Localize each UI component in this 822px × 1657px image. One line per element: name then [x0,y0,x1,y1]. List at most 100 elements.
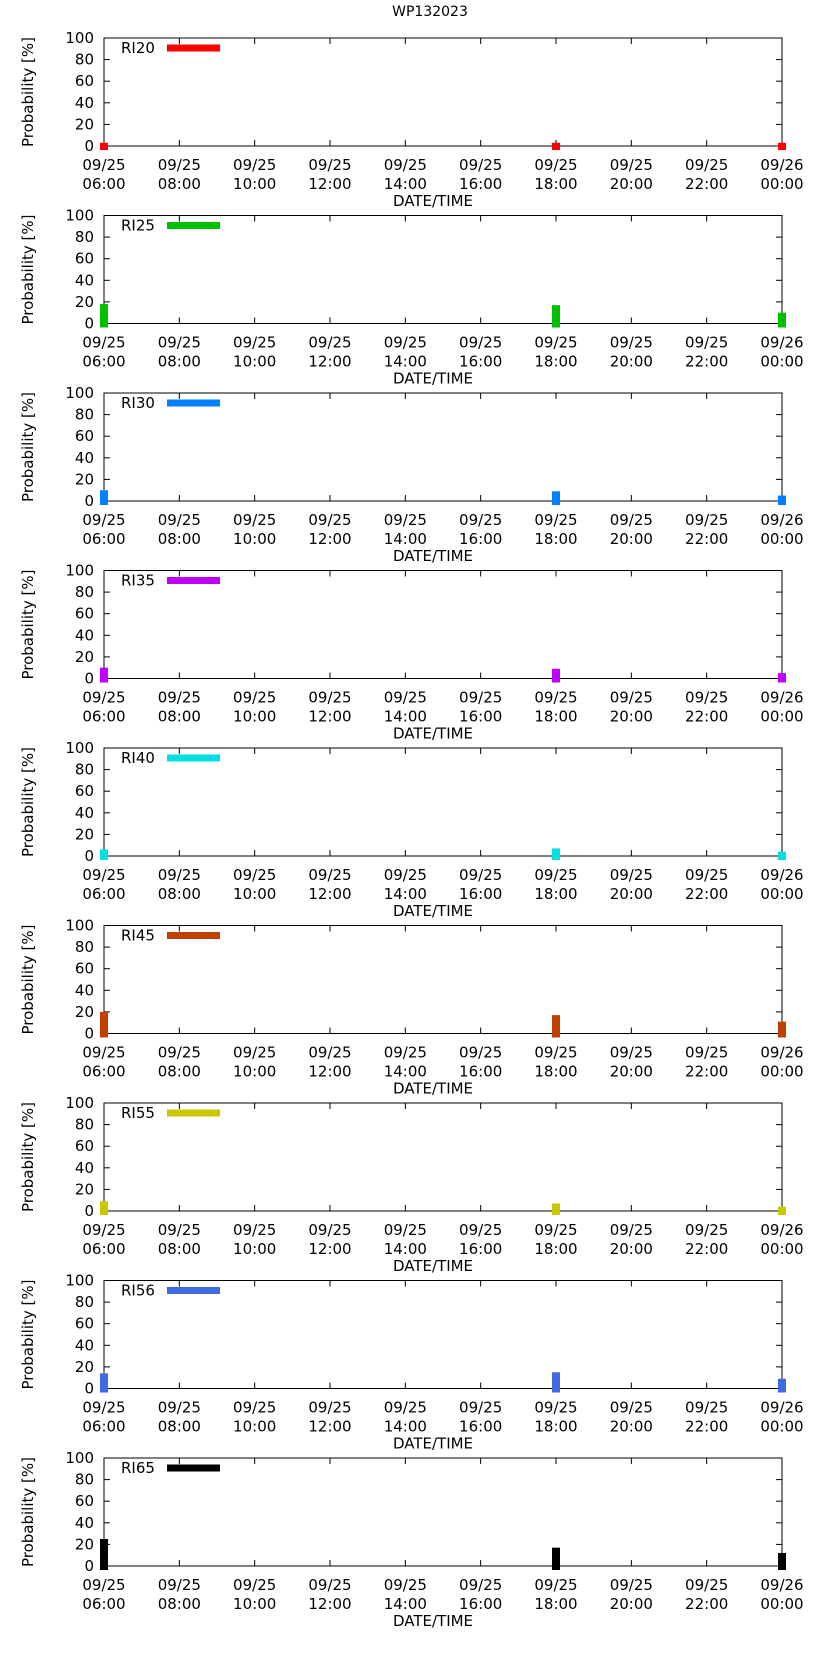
bar-ri35-1 [552,668,560,683]
x-axis-title: DATE/TIME [393,547,473,565]
y-tick-label: 20 [75,470,94,488]
x-tick-label-time: 18:00 [534,1418,577,1436]
x-tick-label-date: 09/25 [308,1399,351,1417]
x-axis-title: DATE/TIME [393,370,473,388]
x-tick-label-time: 10:00 [233,885,276,903]
x-tick-label-time: 12:00 [308,530,351,548]
bar-ri25-2 [778,312,786,328]
y-tick-label: 60 [75,605,94,623]
bar-ri56-2 [778,1378,786,1393]
x-tick-label-time: 18:00 [534,353,577,371]
x-tick-label-date: 09/25 [685,1576,728,1594]
x-tick-label-time: 12:00 [308,1418,351,1436]
x-tick-label-date: 09/25 [384,1044,427,1062]
x-tick-label-time: 10:00 [233,1595,276,1613]
x-tick-label-date: 09/25 [158,689,201,707]
x-tick-label-date: 09/25 [685,156,728,174]
y-tick-label: 0 [84,1202,94,1220]
x-tick-label-date: 09/25 [459,511,502,529]
x-tick-label-time: 12:00 [308,1063,351,1081]
bar-ri45-1 [552,1015,560,1038]
bar-ri30-1 [552,491,560,505]
x-tick-label-date: 09/25 [233,1399,276,1417]
y-tick-label: 80 [75,51,94,69]
x-tick-label-date: 09/25 [685,334,728,352]
x-tick-label-date: 09/25 [158,511,201,529]
y-axis-title: Probability [%] [19,214,37,324]
x-tick-label-date: 09/25 [384,689,427,707]
x-tick-label-date: 09/25 [158,1044,201,1062]
x-tick-label-date: 09/25 [459,1044,502,1062]
x-tick-label-time: 06:00 [82,885,125,903]
x-tick-label-time: 00:00 [760,175,803,193]
y-tick-label: 0 [84,315,94,333]
x-tick-label-date: 09/25 [233,689,276,707]
x-tick-label-date: 09/26 [760,1576,803,1594]
x-tick-label-date: 09/25 [685,1044,728,1062]
x-tick-label-time: 20:00 [610,1418,653,1436]
x-tick-label-date: 09/25 [82,689,125,707]
x-tick-label-time: 10:00 [233,175,276,193]
x-tick-label-date: 09/25 [233,866,276,884]
x-tick-label-date: 09/25 [82,1221,125,1239]
y-tick-label: 20 [75,648,94,666]
plot-frame [103,392,783,502]
y-tick-label: 80 [75,1471,94,1489]
x-tick-label-date: 09/25 [610,1399,653,1417]
x-tick-label-time: 00:00 [760,885,803,903]
panel-ri20: 02040608010009/2506:0009/2508:0009/2510:… [19,29,804,210]
bar-ri20-2 [778,142,786,150]
panel-ri40: 02040608010009/2506:0009/2508:0009/2510:… [19,739,804,920]
x-tick-label-date: 09/25 [534,866,577,884]
x-tick-label-time: 20:00 [610,708,653,726]
x-tick-label-time: 12:00 [308,1595,351,1613]
y-tick-label: 100 [65,207,94,225]
x-axis-title: DATE/TIME [393,1257,473,1275]
x-tick-label-time: 16:00 [459,353,502,371]
x-tick-label-date: 09/26 [760,1044,803,1062]
x-tick-label-time: 22:00 [685,530,728,548]
y-tick-label: 100 [65,917,94,935]
y-tick-label: 40 [75,94,94,112]
y-tick-label: 0 [84,1025,94,1043]
bar-ri40-0 [100,849,108,860]
x-tick-label-time: 00:00 [760,708,803,726]
x-tick-label-date: 09/25 [384,1399,427,1417]
x-tick-label-date: 09/25 [158,1399,201,1417]
y-axis-title: Probability [%] [19,569,37,679]
x-tick-label-date: 09/25 [459,1399,502,1417]
x-tick-label-date: 09/25 [384,511,427,529]
y-axis-title: Probability [%] [19,924,37,1034]
x-tick-label-time: 10:00 [233,708,276,726]
x-tick-label-time: 10:00 [233,1418,276,1436]
x-tick-label-time: 06:00 [82,353,125,371]
x-tick-label-date: 09/25 [610,156,653,174]
bar-ri45-0 [100,1011,108,1038]
x-tick-label-date: 09/25 [685,1399,728,1417]
x-tick-label-date: 09/25 [158,1576,201,1594]
x-tick-label-time: 22:00 [685,1063,728,1081]
x-tick-label-time: 18:00 [534,530,577,548]
x-tick-label-time: 06:00 [82,708,125,726]
x-tick-label-date: 09/25 [384,1221,427,1239]
x-tick-label-time: 18:00 [534,708,577,726]
x-tick-label-time: 08:00 [158,1595,201,1613]
x-tick-label-time: 16:00 [459,1240,502,1258]
x-tick-label-date: 09/25 [534,334,577,352]
plot-frame [103,37,783,147]
x-tick-label-time: 20:00 [610,1063,653,1081]
x-tick-label-time: 12:00 [308,708,351,726]
plot-frame [103,925,783,1034]
x-tick-label-date: 09/25 [685,1221,728,1239]
bar-ri30-0 [100,490,108,505]
x-tick-label-time: 14:00 [384,1595,427,1613]
x-tick-label-time: 06:00 [82,1063,125,1081]
legend-label: RI55 [121,1104,155,1122]
plot-frame [103,215,783,324]
y-tick-label: 40 [75,1514,94,1532]
y-tick-label: 80 [75,228,94,246]
y-tick-label: 80 [75,583,94,601]
x-tick-label-date: 09/25 [610,1221,653,1239]
x-tick-label-time: 20:00 [610,1595,653,1613]
x-tick-label-time: 16:00 [459,1595,502,1613]
